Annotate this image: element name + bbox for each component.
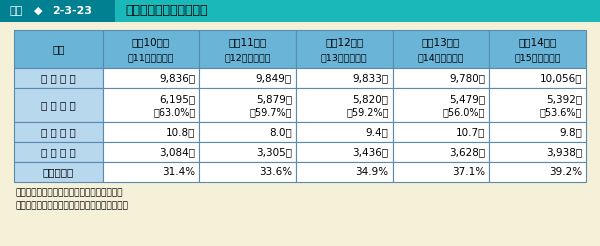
Text: （59.7%）: （59.7%） bbox=[250, 108, 292, 118]
Bar bbox=[296, 142, 392, 162]
Text: 平成12年度: 平成12年度 bbox=[325, 38, 364, 47]
Text: 8.0倍: 8.0倍 bbox=[269, 127, 292, 137]
Text: （63.0%）: （63.0%） bbox=[153, 108, 196, 118]
Text: 10.7倍: 10.7倍 bbox=[456, 127, 485, 137]
Bar bbox=[392, 162, 490, 182]
Text: （11年３月卒）: （11年３月卒） bbox=[128, 53, 174, 62]
Bar bbox=[14, 162, 103, 182]
Bar bbox=[0, 0, 115, 22]
Text: 区分: 区分 bbox=[52, 44, 65, 54]
Text: 平成13年度: 平成13年度 bbox=[422, 38, 460, 47]
Text: 5,879人: 5,879人 bbox=[256, 94, 292, 104]
Text: ２　求人倍率は，文部科学省調べ。: ２ 求人倍率は，文部科学省調べ。 bbox=[16, 201, 129, 210]
Bar bbox=[14, 30, 103, 68]
Text: ◆: ◆ bbox=[34, 6, 42, 16]
Text: 5,820人: 5,820人 bbox=[353, 94, 389, 104]
Bar bbox=[199, 122, 296, 142]
Text: 10,056人: 10,056人 bbox=[539, 73, 582, 83]
Bar bbox=[199, 142, 296, 162]
Text: 9,833人: 9,833人 bbox=[353, 73, 389, 83]
Text: 図表: 図表 bbox=[10, 6, 23, 16]
Text: （15年３月卒）: （15年３月卒） bbox=[514, 53, 561, 62]
Bar bbox=[490, 162, 586, 182]
Text: （59.2%）: （59.2%） bbox=[346, 108, 389, 118]
Bar bbox=[199, 68, 296, 88]
Text: 3,305人: 3,305人 bbox=[256, 147, 292, 157]
Text: （資料）　１　学校基本調査報告書による。: （資料） １ 学校基本調査報告書による。 bbox=[16, 188, 124, 197]
Bar bbox=[490, 88, 586, 122]
Text: （12年３月卒）: （12年３月卒） bbox=[224, 53, 271, 62]
Text: 31.4%: 31.4% bbox=[162, 167, 196, 177]
Text: 3,628人: 3,628人 bbox=[449, 147, 485, 157]
Bar bbox=[103, 68, 199, 88]
Bar bbox=[14, 142, 103, 162]
Text: 求 人 倍 率: 求 人 倍 率 bbox=[41, 127, 76, 137]
Bar bbox=[103, 88, 199, 122]
Text: 33.6%: 33.6% bbox=[259, 167, 292, 177]
Text: 卒 業 者 数: 卒 業 者 数 bbox=[41, 73, 76, 83]
Bar bbox=[199, 30, 296, 68]
Text: （13年３月卒）: （13年３月卒） bbox=[321, 53, 368, 62]
Text: 3,938人: 3,938人 bbox=[546, 147, 582, 157]
Text: 9,836人: 9,836人 bbox=[159, 73, 196, 83]
Bar bbox=[490, 122, 586, 142]
Text: 進　学　率: 進 学 率 bbox=[43, 167, 74, 177]
Bar bbox=[296, 30, 392, 68]
Bar bbox=[296, 88, 392, 122]
Text: 9,849人: 9,849人 bbox=[256, 73, 292, 83]
Bar bbox=[14, 88, 103, 122]
Bar bbox=[296, 122, 392, 142]
Bar bbox=[392, 30, 490, 68]
Text: 10.8倍: 10.8倍 bbox=[166, 127, 196, 137]
Text: 34.9%: 34.9% bbox=[356, 167, 389, 177]
Bar bbox=[103, 142, 199, 162]
Bar bbox=[490, 142, 586, 162]
Text: 9.8倍: 9.8倍 bbox=[559, 127, 582, 137]
Text: 3,084人: 3,084人 bbox=[160, 147, 196, 157]
Bar bbox=[392, 122, 490, 142]
Bar bbox=[392, 68, 490, 88]
Text: 進 学 者 数: 進 学 者 数 bbox=[41, 147, 76, 157]
Text: 2-3-23: 2-3-23 bbox=[52, 6, 92, 16]
Bar bbox=[392, 88, 490, 122]
Text: 6,195人: 6,195人 bbox=[159, 94, 196, 104]
Text: 5,392人: 5,392人 bbox=[546, 94, 582, 104]
Text: 9,780人: 9,780人 bbox=[449, 73, 485, 83]
Bar bbox=[14, 122, 103, 142]
Text: 卒業者の進路状況の推移: 卒業者の進路状況の推移 bbox=[125, 4, 208, 17]
Bar bbox=[0, 0, 600, 22]
Text: 平成10年度: 平成10年度 bbox=[132, 38, 170, 47]
Bar bbox=[490, 68, 586, 88]
Text: 平成14年度: 平成14年度 bbox=[518, 38, 557, 47]
Bar bbox=[14, 68, 103, 88]
Text: （14年３月卒）: （14年３月卒） bbox=[418, 53, 464, 62]
Text: （56.0%）: （56.0%） bbox=[443, 108, 485, 118]
Bar bbox=[296, 162, 392, 182]
Text: 平成11年度: 平成11年度 bbox=[229, 38, 267, 47]
Bar bbox=[103, 30, 199, 68]
Bar bbox=[103, 122, 199, 142]
Bar bbox=[490, 30, 586, 68]
Text: 就 職 者 数: 就 職 者 数 bbox=[41, 100, 76, 110]
Text: （53.6%）: （53.6%） bbox=[539, 108, 582, 118]
Bar bbox=[199, 88, 296, 122]
Bar bbox=[296, 68, 392, 88]
Bar bbox=[392, 142, 490, 162]
Bar bbox=[103, 162, 199, 182]
Text: 5,479人: 5,479人 bbox=[449, 94, 485, 104]
Text: 39.2%: 39.2% bbox=[549, 167, 582, 177]
Text: 3,436人: 3,436人 bbox=[353, 147, 389, 157]
Text: 37.1%: 37.1% bbox=[452, 167, 485, 177]
Text: 9.4倍: 9.4倍 bbox=[366, 127, 389, 137]
Bar bbox=[199, 162, 296, 182]
